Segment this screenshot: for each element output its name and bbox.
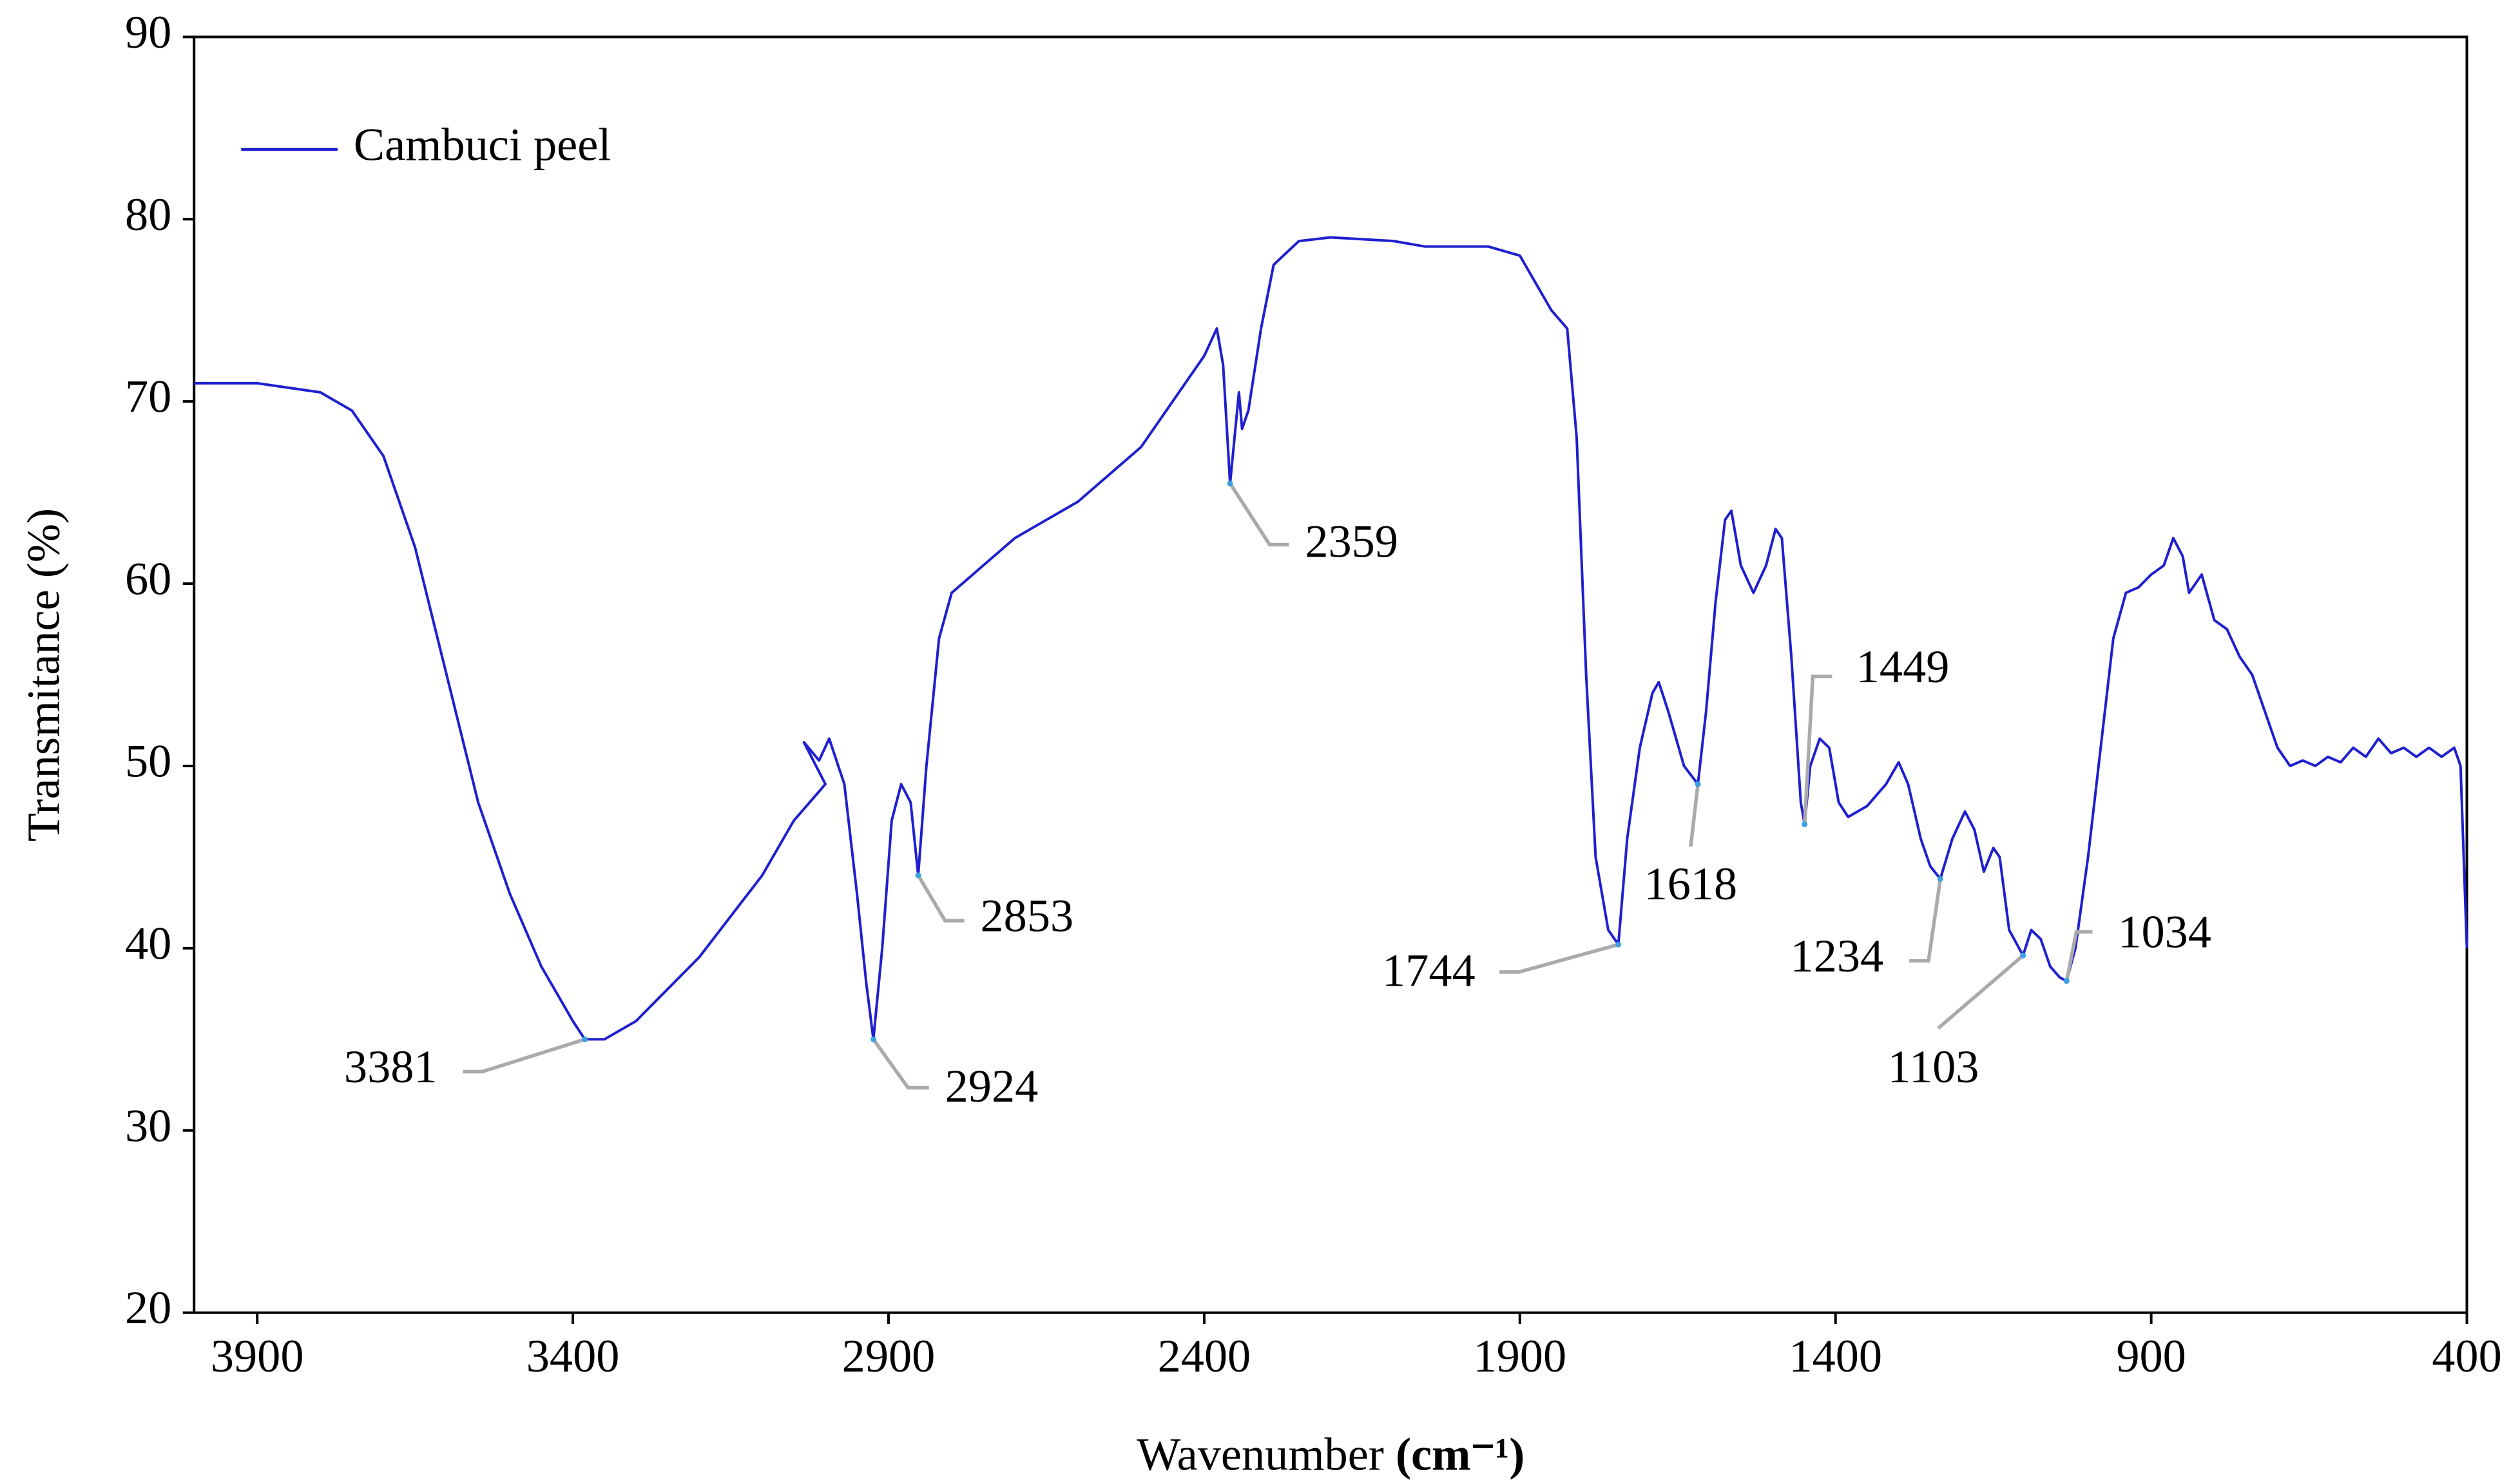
annotation-point xyxy=(915,872,921,879)
legend-label: Cambuci peel xyxy=(354,119,611,171)
y-tick-label: 20 xyxy=(125,1282,171,1334)
x-tick-label: 900 xyxy=(2116,1330,2186,1382)
annotation-point xyxy=(2020,952,2026,959)
annotation-label: 1618 xyxy=(1644,858,1738,910)
x-tick-label: 3400 xyxy=(526,1330,620,1382)
annotation-label: 1744 xyxy=(1382,944,1476,996)
annotation-label: 2924 xyxy=(945,1060,1039,1112)
annotation-point xyxy=(1227,480,1233,486)
annotation-point xyxy=(1615,941,1622,948)
annotation-leader xyxy=(2064,930,2093,982)
annotation-leader xyxy=(1689,783,1700,847)
annotation-label: 2853 xyxy=(981,890,1074,942)
x-tick-label: 1900 xyxy=(1473,1330,1566,1382)
annotation-leader xyxy=(1228,482,1289,547)
x-tick-label: 3900 xyxy=(211,1330,304,1382)
annotation-label: 3381 xyxy=(344,1041,438,1093)
annotation-label: 2359 xyxy=(1305,516,1398,568)
y-tick-label: 30 xyxy=(125,1100,171,1151)
x-axis-label-text: Wavenumber xyxy=(1137,1428,1384,1480)
annotation-leader xyxy=(463,1037,586,1074)
y-tick-label: 80 xyxy=(125,189,171,240)
annotation-leader xyxy=(1909,878,1943,963)
annotation-point xyxy=(1802,821,1808,827)
annotation-point xyxy=(1937,875,1943,882)
annotation-label: 1103 xyxy=(1888,1041,1979,1093)
annotation-label: 1034 xyxy=(2118,906,2211,958)
annotation-leader xyxy=(1937,954,2025,1030)
annotation-leader xyxy=(1499,942,1619,974)
annotation-label: 1449 xyxy=(1856,641,1950,693)
x-tick-label: 400 xyxy=(2432,1330,2501,1382)
x-tick-label: 1400 xyxy=(1789,1330,1882,1382)
x-tick-label: 2900 xyxy=(842,1330,936,1382)
annotation-leader xyxy=(916,874,965,923)
y-tick-label: 90 xyxy=(125,6,171,58)
spectrum-line xyxy=(194,236,2468,1041)
annotation-leader xyxy=(1802,675,1832,825)
plot-frame xyxy=(193,35,2468,1314)
y-tick-label: 70 xyxy=(125,371,171,423)
annotation-label: 1234 xyxy=(1791,930,1884,982)
y-tick-label: 50 xyxy=(125,736,171,787)
x-axis-label-unit: (cm⁻¹) xyxy=(1396,1428,1525,1480)
annotation-point xyxy=(582,1036,588,1042)
x-axis-label: Wavenumber (cm⁻¹) xyxy=(1137,1428,1525,1480)
annotation-point xyxy=(2063,978,2070,984)
y-tick-label: 40 xyxy=(125,917,171,969)
annotation-leader xyxy=(872,1038,929,1090)
annotation-point xyxy=(870,1036,876,1042)
x-tick-label: 2400 xyxy=(1158,1330,1251,1382)
y-tick-label: 60 xyxy=(125,553,171,605)
annotation-point xyxy=(1695,781,1701,787)
y-axis-label: Transmitance (%) xyxy=(18,508,70,841)
